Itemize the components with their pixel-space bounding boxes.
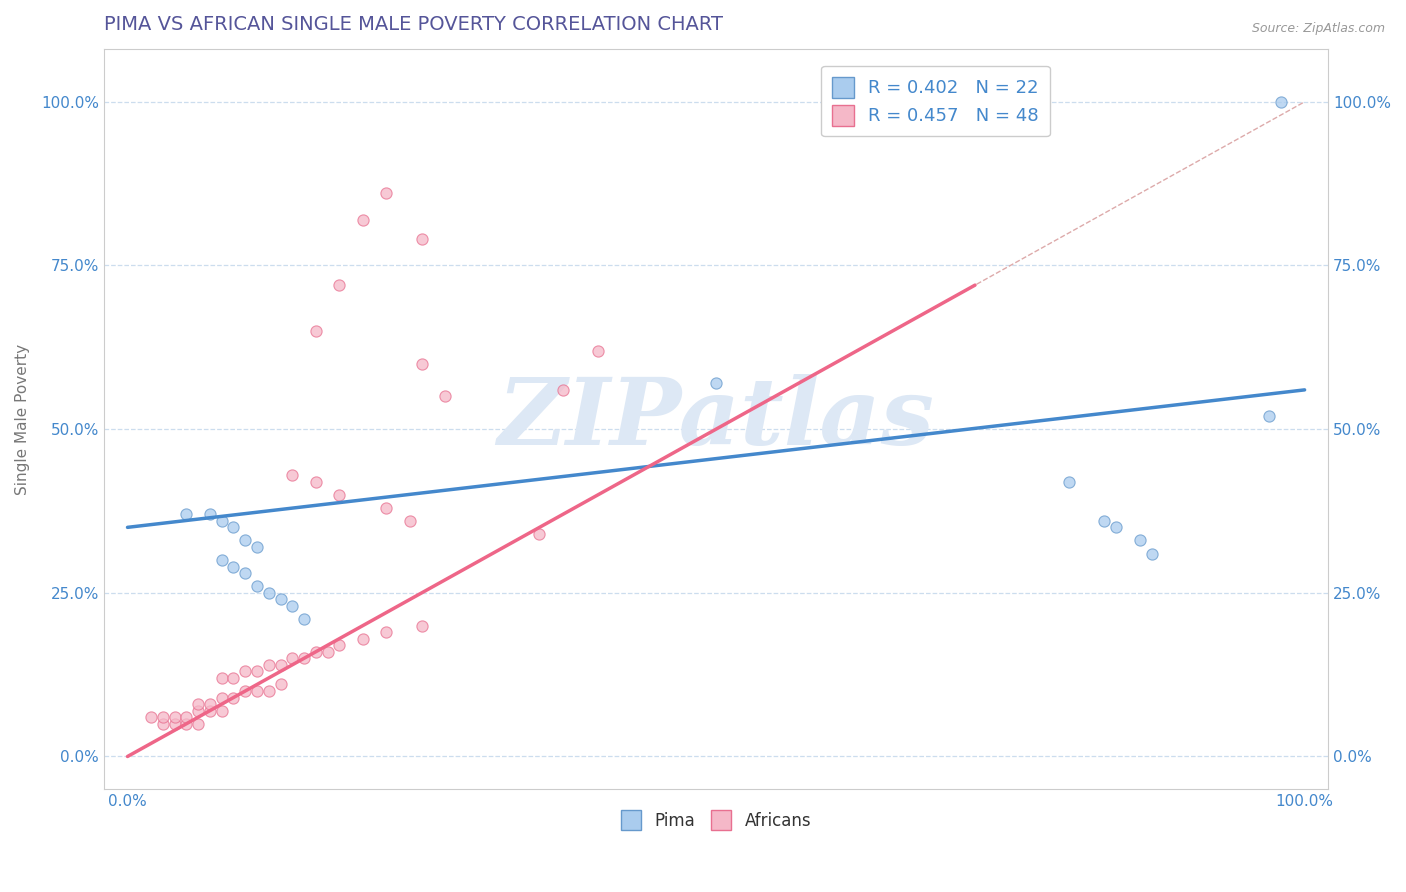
Point — [281, 651, 304, 665]
Point — [211, 704, 233, 718]
Point — [292, 612, 315, 626]
Point — [233, 684, 256, 698]
Point — [305, 475, 328, 489]
Point — [281, 467, 304, 482]
Point — [198, 697, 221, 711]
Point — [222, 559, 245, 574]
Point — [163, 710, 186, 724]
Point — [305, 324, 328, 338]
Point — [328, 278, 350, 293]
Point — [352, 212, 374, 227]
Point — [257, 657, 280, 672]
Point — [233, 665, 256, 679]
Point — [551, 383, 574, 397]
Point — [152, 710, 174, 724]
Point — [176, 716, 198, 731]
Point — [257, 684, 280, 698]
Legend: Pima, Africans: Pima, Africans — [614, 804, 818, 837]
Point — [305, 645, 328, 659]
Point — [198, 704, 221, 718]
Point — [163, 716, 186, 731]
Point — [588, 343, 610, 358]
Y-axis label: Single Male Poverty: Single Male Poverty — [15, 343, 30, 495]
Point — [1258, 409, 1281, 423]
Point — [176, 508, 198, 522]
Point — [198, 508, 221, 522]
Point — [211, 514, 233, 528]
Point — [257, 586, 280, 600]
Point — [1105, 520, 1128, 534]
Point — [246, 579, 269, 593]
Point — [222, 671, 245, 685]
Point — [233, 566, 256, 581]
Point — [233, 533, 256, 548]
Point — [270, 592, 292, 607]
Point — [187, 716, 209, 731]
Point — [246, 665, 269, 679]
Point — [411, 357, 433, 371]
Point — [375, 500, 398, 515]
Point — [211, 690, 233, 705]
Point — [411, 618, 433, 632]
Point — [281, 599, 304, 613]
Point — [1129, 533, 1152, 548]
Point — [375, 625, 398, 640]
Point — [1140, 547, 1163, 561]
Point — [704, 376, 727, 391]
Point — [139, 710, 162, 724]
Point — [352, 632, 374, 646]
Point — [211, 671, 233, 685]
Text: PIMA VS AFRICAN SINGLE MALE POVERTY CORRELATION CHART: PIMA VS AFRICAN SINGLE MALE POVERTY CORR… — [104, 15, 723, 34]
Text: ZIPatlas: ZIPatlas — [498, 375, 935, 465]
Point — [411, 232, 433, 246]
Point — [270, 657, 292, 672]
Point — [187, 697, 209, 711]
Point — [328, 488, 350, 502]
Point — [246, 540, 269, 554]
Point — [328, 638, 350, 652]
Point — [292, 651, 315, 665]
Point — [187, 704, 209, 718]
Text: Source: ZipAtlas.com: Source: ZipAtlas.com — [1251, 22, 1385, 36]
Point — [1057, 475, 1080, 489]
Point — [246, 684, 269, 698]
Point — [222, 520, 245, 534]
Point — [316, 645, 339, 659]
Point — [399, 514, 422, 528]
Point — [375, 186, 398, 201]
Point — [222, 690, 245, 705]
Point — [1270, 95, 1292, 109]
Point — [211, 553, 233, 567]
Point — [434, 389, 457, 403]
Point — [1094, 514, 1116, 528]
Point — [529, 527, 551, 541]
Point — [176, 710, 198, 724]
Point — [152, 716, 174, 731]
Point — [270, 677, 292, 691]
